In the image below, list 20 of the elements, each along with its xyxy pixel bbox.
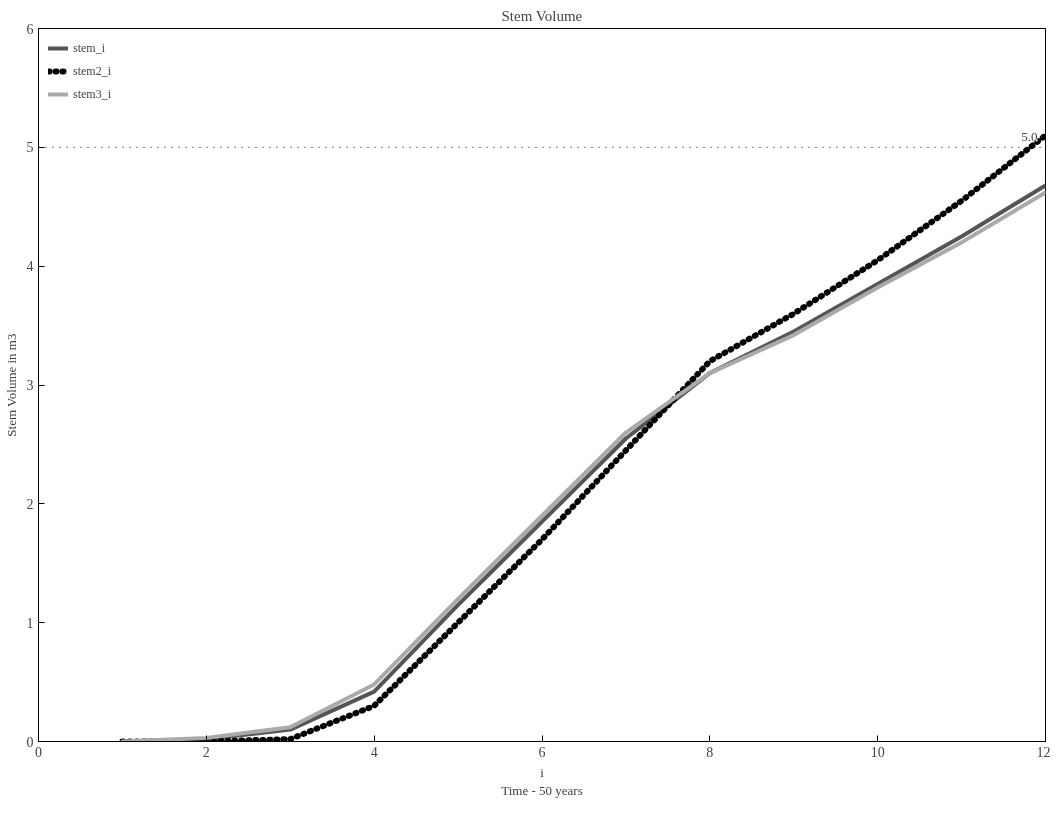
y-tick-label: 6 <box>26 21 34 37</box>
legend-label: stem2_i <box>73 63 111 79</box>
y-tick-label: 0 <box>26 734 34 750</box>
y-tick-label: 2 <box>26 496 34 512</box>
legend-label: stem3_i <box>73 86 111 102</box>
chart-title: Stem Volume <box>501 7 583 24</box>
x-tick-label: 6 <box>538 744 546 760</box>
legend-label: stem_i <box>73 40 105 56</box>
y-tick-label: 1 <box>26 615 34 631</box>
x-tick-label: 10 <box>870 744 885 760</box>
ref-line-label: 5.0 <box>1021 129 1038 145</box>
x-tick-label: 4 <box>370 744 378 760</box>
x-tick-label: 12 <box>1036 744 1051 760</box>
y-axis-title: Stem Volume in m3 <box>3 333 19 437</box>
y-tick-label: 3 <box>26 378 34 393</box>
x-tick-label: 2 <box>202 744 210 760</box>
y-tick-label: 5 <box>26 140 34 156</box>
x-tick-label: 8 <box>706 744 714 760</box>
x-axis-title: i Time - 50 years <box>501 764 583 798</box>
y-tick-label: 4 <box>26 259 34 275</box>
